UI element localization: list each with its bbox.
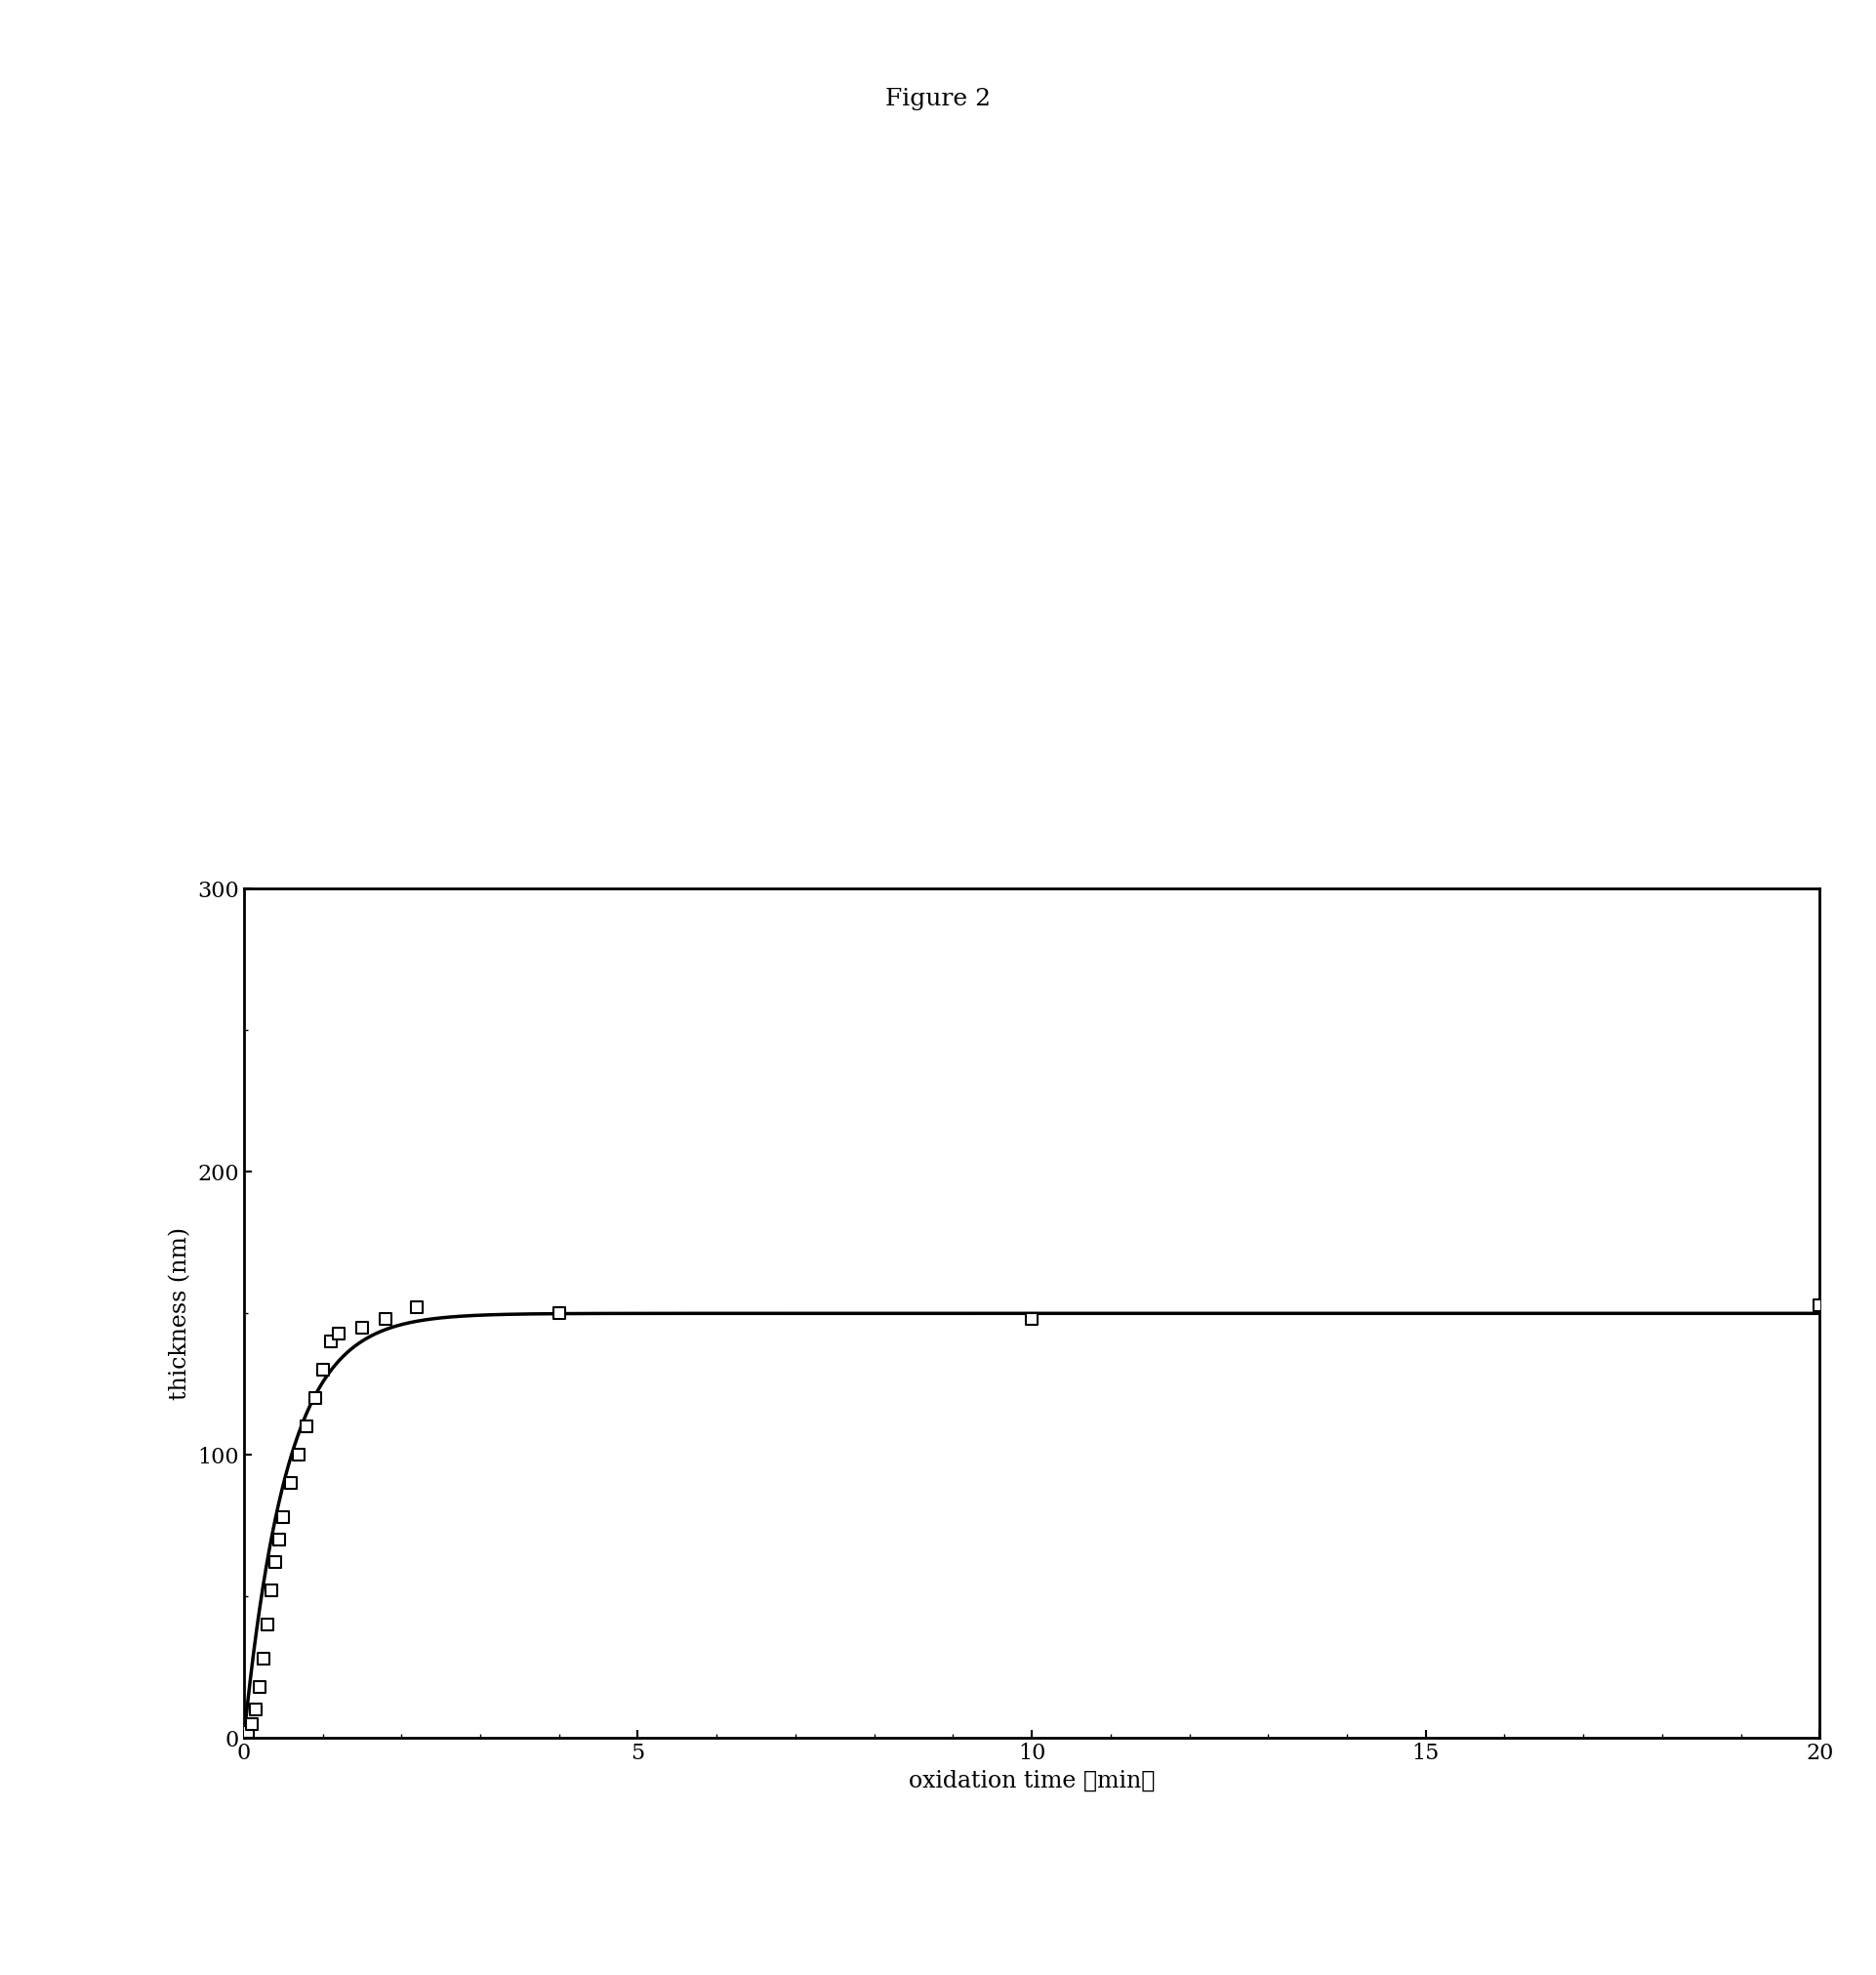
X-axis label: oxidation time （min）: oxidation time （min） — [908, 1770, 1156, 1791]
Point — [300, 1382, 330, 1414]
Point — [240, 1695, 270, 1726]
Point — [544, 1298, 574, 1329]
Point — [1805, 1290, 1835, 1321]
Point — [323, 1317, 353, 1349]
Point — [268, 1501, 298, 1533]
Point — [283, 1440, 313, 1471]
Point — [315, 1325, 345, 1357]
Point — [236, 1708, 266, 1740]
Point — [371, 1304, 401, 1335]
Point — [253, 1610, 283, 1641]
Point — [308, 1355, 338, 1386]
Point — [261, 1546, 291, 1578]
Point — [257, 1574, 287, 1606]
Point — [347, 1311, 377, 1343]
Point — [1017, 1304, 1047, 1335]
Point — [233, 1716, 263, 1748]
Point — [293, 1410, 323, 1442]
Point — [276, 1467, 306, 1499]
Point — [265, 1525, 295, 1556]
Point — [244, 1671, 274, 1702]
Point — [401, 1292, 431, 1323]
Point — [248, 1643, 280, 1675]
Text: Figure 2: Figure 2 — [885, 87, 991, 111]
Y-axis label: thickness (nm): thickness (nm) — [169, 1226, 191, 1400]
